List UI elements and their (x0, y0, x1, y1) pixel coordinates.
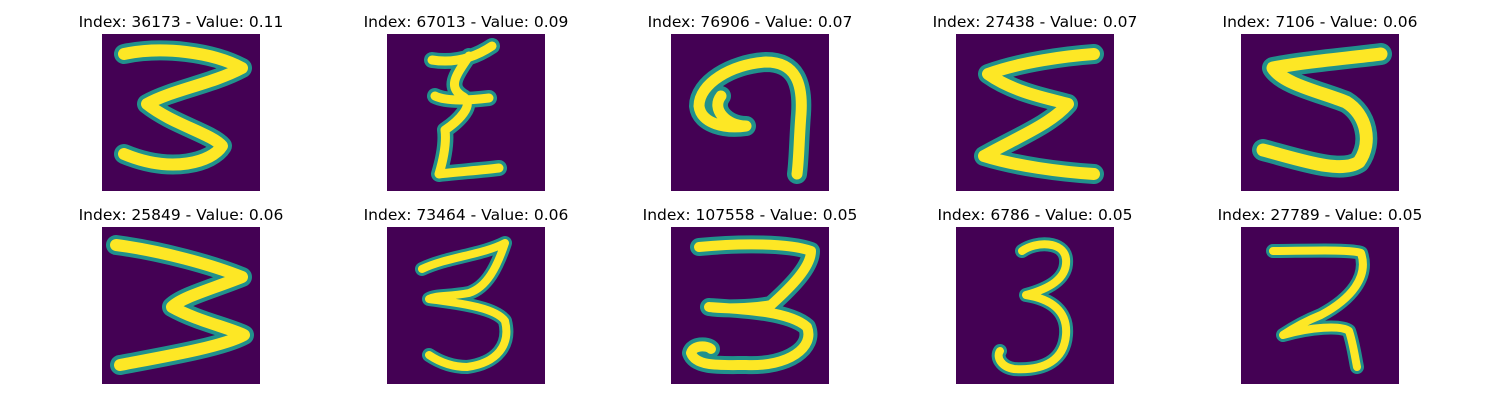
panel-title: Index: 76906 - Value: 0.07 (647, 13, 853, 31)
handwritten-digit-3-icon (956, 34, 1114, 191)
panel-title: Index: 67013 - Value: 0.09 (363, 13, 569, 31)
panel-1: Index: 36173 - Value: 0.11 (51, 13, 311, 193)
panel-title: Index: 27789 - Value: 0.05 (1217, 206, 1423, 224)
handwritten-digit-3-icon (671, 227, 829, 384)
handwritten-digit-3-icon (956, 227, 1114, 384)
panel-6: Index: 25849 - Value: 0.06 (51, 206, 311, 386)
panel-3: Index: 76906 - Value: 0.07 (620, 13, 880, 193)
panel-8: Index: 107558 - Value: 0.05 (620, 206, 880, 386)
panel-title: Index: 36173 - Value: 0.11 (78, 13, 284, 31)
handwritten-digit-3-icon (387, 227, 545, 384)
handwritten-digit-5-icon (1241, 34, 1399, 191)
panel-4: Index: 27438 - Value: 0.07 (905, 13, 1165, 193)
handwritten-digit-3-icon (1241, 227, 1399, 384)
panel-10: Index: 27789 - Value: 0.05 (1190, 206, 1450, 386)
handwritten-digit-9-icon (671, 34, 829, 191)
handwritten-digit-3-icon (102, 227, 260, 384)
handwritten-digit-3-icon (102, 34, 260, 191)
panel-title: Index: 7106 - Value: 0.06 (1222, 13, 1418, 31)
panel-2: Index: 67013 - Value: 0.09 (336, 13, 596, 193)
handwritten-digit-icon (387, 34, 545, 191)
panel-5: Index: 7106 - Value: 0.06 (1190, 13, 1450, 193)
panel-title: Index: 27438 - Value: 0.07 (932, 13, 1138, 31)
panel-title: Index: 25849 - Value: 0.06 (78, 206, 284, 224)
panel-title: Index: 107558 - Value: 0.05 (642, 206, 858, 224)
panel-9: Index: 6786 - Value: 0.05 (905, 206, 1165, 386)
panel-7: Index: 73464 - Value: 0.06 (336, 206, 596, 386)
panel-title: Index: 6786 - Value: 0.05 (937, 206, 1133, 224)
panel-title: Index: 73464 - Value: 0.06 (363, 206, 569, 224)
